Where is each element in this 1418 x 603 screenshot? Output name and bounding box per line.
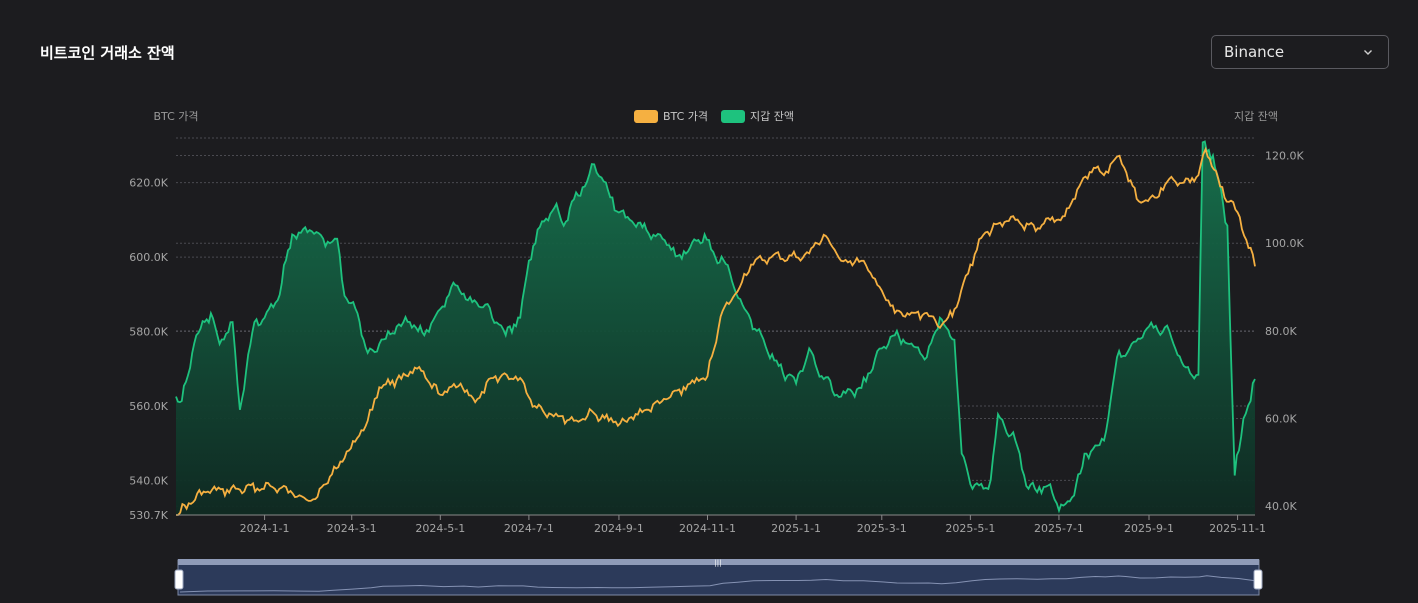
zoom-slider[interactable]: ||| [174,559,1263,596]
zoom-handle-left[interactable] [174,569,184,590]
x-tick-label: 2024-1-1 [240,522,290,535]
y-left-tick-label: 560.0K [129,400,168,413]
x-tick-label: 2025-3-1 [857,522,907,535]
x-tick-label: 2024-5-1 [415,522,465,535]
y-right-tick-label: 60.0K [1265,413,1297,426]
legend: BTC 가격 지갑 잔액 [634,110,794,123]
x-tick-label: 2024-7-1 [504,522,554,535]
zoom-grip-icon: ||| [714,559,721,567]
x-tick-label: 2025-7-1 [1034,522,1084,535]
left-y-axis: 530.7K 540.0K 560.0K 580.0K 600.0K 620.0K [129,177,168,522]
price-series-line [176,146,1256,516]
zoom-preview-line [179,575,1257,593]
x-tick-label: 2025-11-1 [1209,522,1266,535]
x-tick-label: 2025-1-1 [771,522,821,535]
y-right-tick-label: 80.0K [1265,325,1297,338]
x-tick-label: 2024-3-1 [327,522,377,535]
legend-swatch-balance [721,110,745,123]
legend-label-balance: 지갑 잔액 [750,110,794,123]
x-tick-label: 2025-5-1 [945,522,995,535]
y-left-tick-label: 580.0K [129,326,168,339]
y-right-tick-label: 40.0K [1265,500,1297,513]
balance-area [176,141,1255,515]
y-left-tick-label: 530.7K [129,509,168,522]
legend-item-balance[interactable]: 지갑 잔액 [721,110,794,123]
y-right-tick-label: 100.0K [1265,237,1304,250]
x-axis: 2024-1-1 2024-3-1 2024-5-1 2024-7-1 2024-9-1… [240,515,1266,535]
exchange-dropdown-value: Binance [1224,43,1285,61]
legend-item-price[interactable]: BTC 가격 [634,110,708,123]
x-tick-label: 2024-9-1 [594,522,644,535]
zoom-handle-right[interactable] [1253,569,1263,590]
balance-series-line [175,140,1256,514]
left-axis-label: BTC 가격 [153,110,198,123]
right-axis-label: 지갑 잔액 [1234,110,1278,123]
y-left-tick-label: 600.0K [129,251,168,264]
y-left-tick-label: 540.0K [129,474,168,487]
zoom-top-bar[interactable] [178,559,1259,565]
legend-label-price: BTC 가격 [663,110,708,123]
y-right-tick-label: 120.0K [1265,150,1304,163]
right-y-axis: 40.0K 60.0K 80.0K 100.0K 120.0K [1265,150,1304,514]
legend-swatch-price [634,110,658,123]
exchange-dropdown[interactable]: Binance [1211,35,1389,69]
chevron-down-icon [1364,50,1372,55]
x-tick-label: 2024-11-1 [679,522,736,535]
x-tick-label: 2025-9-1 [1124,522,1174,535]
page-title: 비트코인 거래소 잔액 [40,44,175,62]
y-left-tick-label: 620.0K [129,177,168,190]
